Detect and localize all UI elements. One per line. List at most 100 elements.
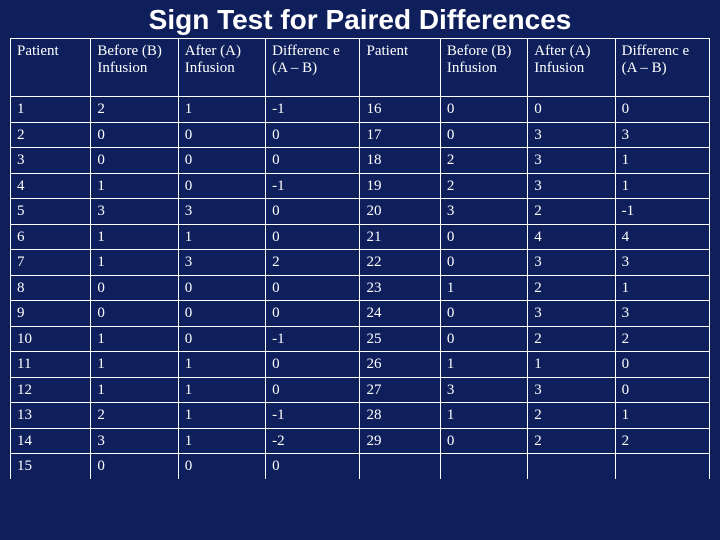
- cell-before-right: 1: [440, 275, 527, 301]
- cell-patient-right: 18: [360, 148, 440, 174]
- cell-before-left: 1: [91, 173, 178, 199]
- cell-after-right: 3: [528, 173, 615, 199]
- cell-diff-left: -1: [266, 403, 360, 429]
- cell-diff-right: 4: [615, 224, 709, 250]
- cell-after-left: 1: [178, 224, 265, 250]
- cell-before-right: 0: [440, 428, 527, 454]
- cell-diff-right: 3: [615, 122, 709, 148]
- cell-patient-right: 17: [360, 122, 440, 148]
- cell-before-left: 1: [91, 250, 178, 276]
- cell-before-right: 2: [440, 148, 527, 174]
- header-row: Patient Before (B) Infusion After (A) In…: [11, 39, 710, 97]
- cell-diff-right: -1: [615, 199, 709, 225]
- cell-patient-left: 5: [11, 199, 91, 225]
- table-row: 15000: [11, 454, 710, 479]
- cell-after-right: [528, 454, 615, 479]
- cell-patient-left: 6: [11, 224, 91, 250]
- cell-diff-left: 0: [266, 199, 360, 225]
- cell-before-right: 3: [440, 377, 527, 403]
- cell-after-right: 2: [528, 199, 615, 225]
- cell-after-right: 4: [528, 224, 615, 250]
- cell-patient-right: 20: [360, 199, 440, 225]
- cell-diff-right: 3: [615, 250, 709, 276]
- cell-diff-left: 0: [266, 301, 360, 327]
- cell-patient-right: 16: [360, 97, 440, 123]
- cell-before-left: 0: [91, 122, 178, 148]
- cell-after-right: 1: [528, 352, 615, 378]
- cell-diff-right: 0: [615, 377, 709, 403]
- col-header-diff-right: Differenc e (A – B): [615, 39, 709, 97]
- cell-after-left: 1: [178, 428, 265, 454]
- cell-before-left: 1: [91, 352, 178, 378]
- cell-before-right: 0: [440, 326, 527, 352]
- col-header-after-right: After (A) Infusion: [528, 39, 615, 97]
- cell-after-right: 3: [528, 250, 615, 276]
- cell-before-left: 0: [91, 148, 178, 174]
- cell-diff-left: 0: [266, 275, 360, 301]
- cell-after-right: 0: [528, 97, 615, 123]
- cell-patient-right: 26: [360, 352, 440, 378]
- cell-after-left: 0: [178, 122, 265, 148]
- cell-patient-right: 22: [360, 250, 440, 276]
- cell-patient-left: 10: [11, 326, 91, 352]
- cell-patient-left: 15: [11, 454, 91, 479]
- cell-after-right: 3: [528, 122, 615, 148]
- cell-before-right: 1: [440, 403, 527, 429]
- cell-before-left: 0: [91, 301, 178, 327]
- cell-before-right: [440, 454, 527, 479]
- page-title: Sign Test for Paired Differences: [0, 0, 720, 38]
- table-row: 1111026110: [11, 352, 710, 378]
- cell-diff-left: 0: [266, 454, 360, 479]
- col-header-after-left: After (A) Infusion: [178, 39, 265, 97]
- cell-after-right: 2: [528, 326, 615, 352]
- cell-after-left: 1: [178, 352, 265, 378]
- cell-after-right: 3: [528, 301, 615, 327]
- cell-before-left: 2: [91, 403, 178, 429]
- cell-before-left: 1: [91, 224, 178, 250]
- cell-patient-left: 12: [11, 377, 91, 403]
- cell-diff-right: 0: [615, 97, 709, 123]
- cell-before-left: 3: [91, 428, 178, 454]
- cell-before-right: 0: [440, 301, 527, 327]
- cell-after-left: 0: [178, 326, 265, 352]
- cell-diff-left: 0: [266, 352, 360, 378]
- table-row: 121-116000: [11, 97, 710, 123]
- cell-before-right: 3: [440, 199, 527, 225]
- cell-after-right: 2: [528, 428, 615, 454]
- cell-diff-right: 2: [615, 326, 709, 352]
- cell-patient-right: 21: [360, 224, 440, 250]
- table-row: 1431-229022: [11, 428, 710, 454]
- cell-before-left: 1: [91, 377, 178, 403]
- cell-diff-left: 2: [266, 250, 360, 276]
- table-row: 410-119231: [11, 173, 710, 199]
- cell-after-left: 1: [178, 403, 265, 429]
- col-header-patient-left: Patient: [11, 39, 91, 97]
- cell-diff-left: -1: [266, 326, 360, 352]
- cell-after-left: 3: [178, 199, 265, 225]
- cell-before-left: 0: [91, 454, 178, 479]
- cell-patient-right: 25: [360, 326, 440, 352]
- cell-after-left: 0: [178, 148, 265, 174]
- table-row: 713222033: [11, 250, 710, 276]
- cell-after-right: 3: [528, 377, 615, 403]
- col-header-before-right: Before (B) Infusion: [440, 39, 527, 97]
- cell-after-left: 1: [178, 97, 265, 123]
- cell-diff-left: 0: [266, 122, 360, 148]
- cell-patient-left: 3: [11, 148, 91, 174]
- cell-diff-left: 0: [266, 377, 360, 403]
- table-row: 53302032-1: [11, 199, 710, 225]
- cell-after-left: 0: [178, 275, 265, 301]
- cell-before-right: 0: [440, 250, 527, 276]
- cell-after-left: 0: [178, 301, 265, 327]
- col-header-patient-right: Patient: [360, 39, 440, 97]
- table-row: 1010-125022: [11, 326, 710, 352]
- cell-diff-right: 1: [615, 403, 709, 429]
- cell-diff-right: [615, 454, 709, 479]
- cell-diff-left: 0: [266, 224, 360, 250]
- cell-patient-right: 28: [360, 403, 440, 429]
- cell-after-right: 2: [528, 403, 615, 429]
- cell-after-left: 3: [178, 250, 265, 276]
- cell-before-left: 1: [91, 326, 178, 352]
- cell-before-left: 2: [91, 97, 178, 123]
- cell-patient-left: 1: [11, 97, 91, 123]
